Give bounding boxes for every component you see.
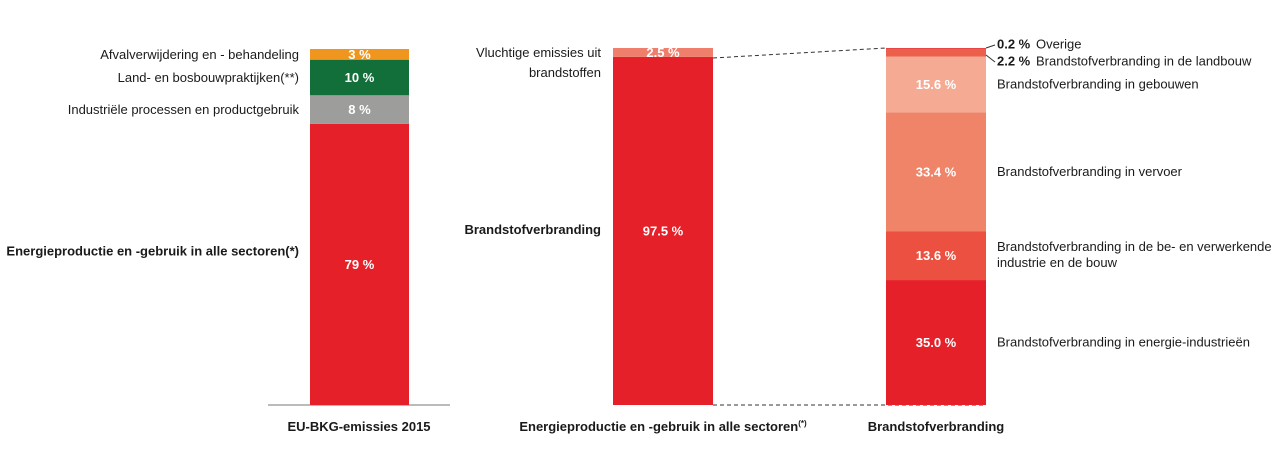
- x-label-energy: Energieproductie en -gebruik in alle sec…: [519, 419, 807, 434]
- bar-eu-emissions: 79 % 8 % 10 % 3 %: [310, 47, 409, 405]
- category-label-vluchtige-emissies-uit-brandstoffen: Vluchtige emissies uit brandstoffen: [476, 45, 601, 80]
- connector-top: [712, 47, 887, 59]
- leader-line-brandstofverbranding-in-de-landbouw: [985, 54, 996, 63]
- category-label-line: Brandstofverbranding in gebouwen: [997, 77, 1199, 92]
- category-label-afvalverwijdering-en-behandeling: Afvalverwijdering en - behandeling: [100, 47, 299, 62]
- category-label-line: Vluchtige emissies uit: [476, 45, 601, 60]
- category-label-line: Brandstofverbranding in vervoer: [997, 164, 1183, 179]
- category-label-line: Brandstofverbranding in de be- en verwer…: [997, 239, 1272, 254]
- data-label-overige: 0.2 %: [997, 36, 1031, 51]
- data-label-brandstofverbranding-in-gebouwen: 15.6 %: [916, 77, 957, 92]
- category-label-line: brandstoffen: [529, 65, 601, 80]
- x-label-energy-main: Energieproductie en -gebruik in alle sec…: [519, 419, 798, 434]
- data-label-brandstofverbranding-in-vervoer: 33.4 %: [916, 164, 957, 179]
- bar-segment-brandstofverbranding-in-de-landbouw: [886, 48, 986, 57]
- data-label-industriele-processen-en-productgebruik: 8 %: [348, 102, 371, 117]
- data-label-energieproductie-en-gebruik-in-alle-sectoren: 79 %: [345, 257, 375, 272]
- bar-segment-brandstofverbranding-in-vervoer: [886, 112, 986, 232]
- data-label-vluchtige-emissies-uit-brandstoffen: 2.5 %: [646, 45, 680, 60]
- bar-fuel-combustion: 35.0 % 13.6 % 33.4 % 15.6 %: [886, 48, 986, 405]
- category-label-brandstofverbranding-in-gebouwen: Brandstofverbranding in gebouwen: [997, 77, 1199, 92]
- x-label-energy-suffix: (*): [798, 419, 807, 428]
- bar-segment-brandstofverbranding-in-gebouwen: [886, 56, 986, 113]
- category-label-brandstofverbranding-in-de-be-en-verwerkende-industrie-en-de-bouw: Brandstofverbranding in de be- en verwer…: [997, 239, 1272, 270]
- bar-segment-overige: [886, 48, 986, 49]
- category-label-brandstofverbranding-in-de-landbouw: Brandstofverbranding in de landbouw: [1036, 53, 1252, 68]
- bar-energy: 97.5 % 2.5 %: [613, 45, 713, 406]
- category-label-industriele-processen-en-productgebruik: Industriële processen en productgebruik: [68, 102, 300, 117]
- bar-segment-brandstofverbranding: [613, 56, 713, 406]
- data-label-land-en-bosbouwpraktijken: 10 %: [345, 70, 375, 85]
- bar-segment-land-en-bosbouwpraktijken: [310, 59, 409, 96]
- category-label-line: Brandstofverbranding: [464, 222, 601, 237]
- category-label-line: industrie en de bouw: [997, 255, 1118, 270]
- category-label-overige: Overige: [1036, 36, 1082, 51]
- category-label-brandstofverbranding-in-vervoer: Brandstofverbranding in vervoer: [997, 164, 1183, 179]
- bar-segment-afvalverwijdering-en-behandeling: [310, 49, 409, 60]
- data-label-brandstofverbranding-in-de-be-en-verwerkende-industrie-en-de-bouw: 13.6 %: [916, 248, 957, 263]
- bar-segment-industriele-processen-en-productgebruik: [310, 95, 409, 124]
- bar-segment-energieproductie-en-gebruik-in-alle-sectoren: [310, 123, 409, 405]
- category-label-line: Brandstofverbranding in energie-industri…: [997, 335, 1250, 350]
- bar-segment-brandstofverbranding-in-de-be-en-verwerkende-industrie-en-de-bouw: [886, 231, 986, 281]
- right-bar-side-labels: Brandstofverbranding in energie-industri…: [985, 36, 1272, 350]
- x-label-fuel-combustion: Brandstofverbranding: [868, 419, 1005, 434]
- leader-line-overige: [985, 44, 996, 49]
- data-label-brandstofverbranding-in-de-landbouw: 2.2 %: [997, 53, 1031, 68]
- bar-segment-vluchtige-emissies-uit-brandstoffen: [613, 48, 713, 57]
- left-bar-side-labels: Energieproductie en -gebruik in alle sec…: [6, 47, 299, 259]
- category-label-brandstofverbranding: Brandstofverbranding: [464, 222, 601, 237]
- category-label-land-en-bosbouwpraktijken: Land- en bosbouwpraktijken(**): [118, 70, 299, 85]
- category-label-energieproductie-en-gebruik-in-alle-sectoren: Energieproductie en -gebruik in alle sec…: [6, 243, 299, 258]
- category-label-brandstofverbranding-in-energie-industrieen: Brandstofverbranding in energie-industri…: [997, 335, 1250, 350]
- data-label-brandstofverbranding-in-energie-industrieen: 35.0 %: [916, 335, 957, 350]
- middle-bar-side-labels: Brandstofverbranding Vluchtige emissies u…: [464, 45, 601, 237]
- bar-segment-brandstofverbranding-in-energie-industrieen: [886, 280, 986, 405]
- data-label-brandstofverbranding: 97.5 %: [643, 223, 684, 238]
- data-label-afvalverwijdering-en-behandeling: 3 %: [348, 47, 371, 62]
- x-label-eu-emissions: EU-BKG-emissies 2015: [287, 419, 430, 434]
